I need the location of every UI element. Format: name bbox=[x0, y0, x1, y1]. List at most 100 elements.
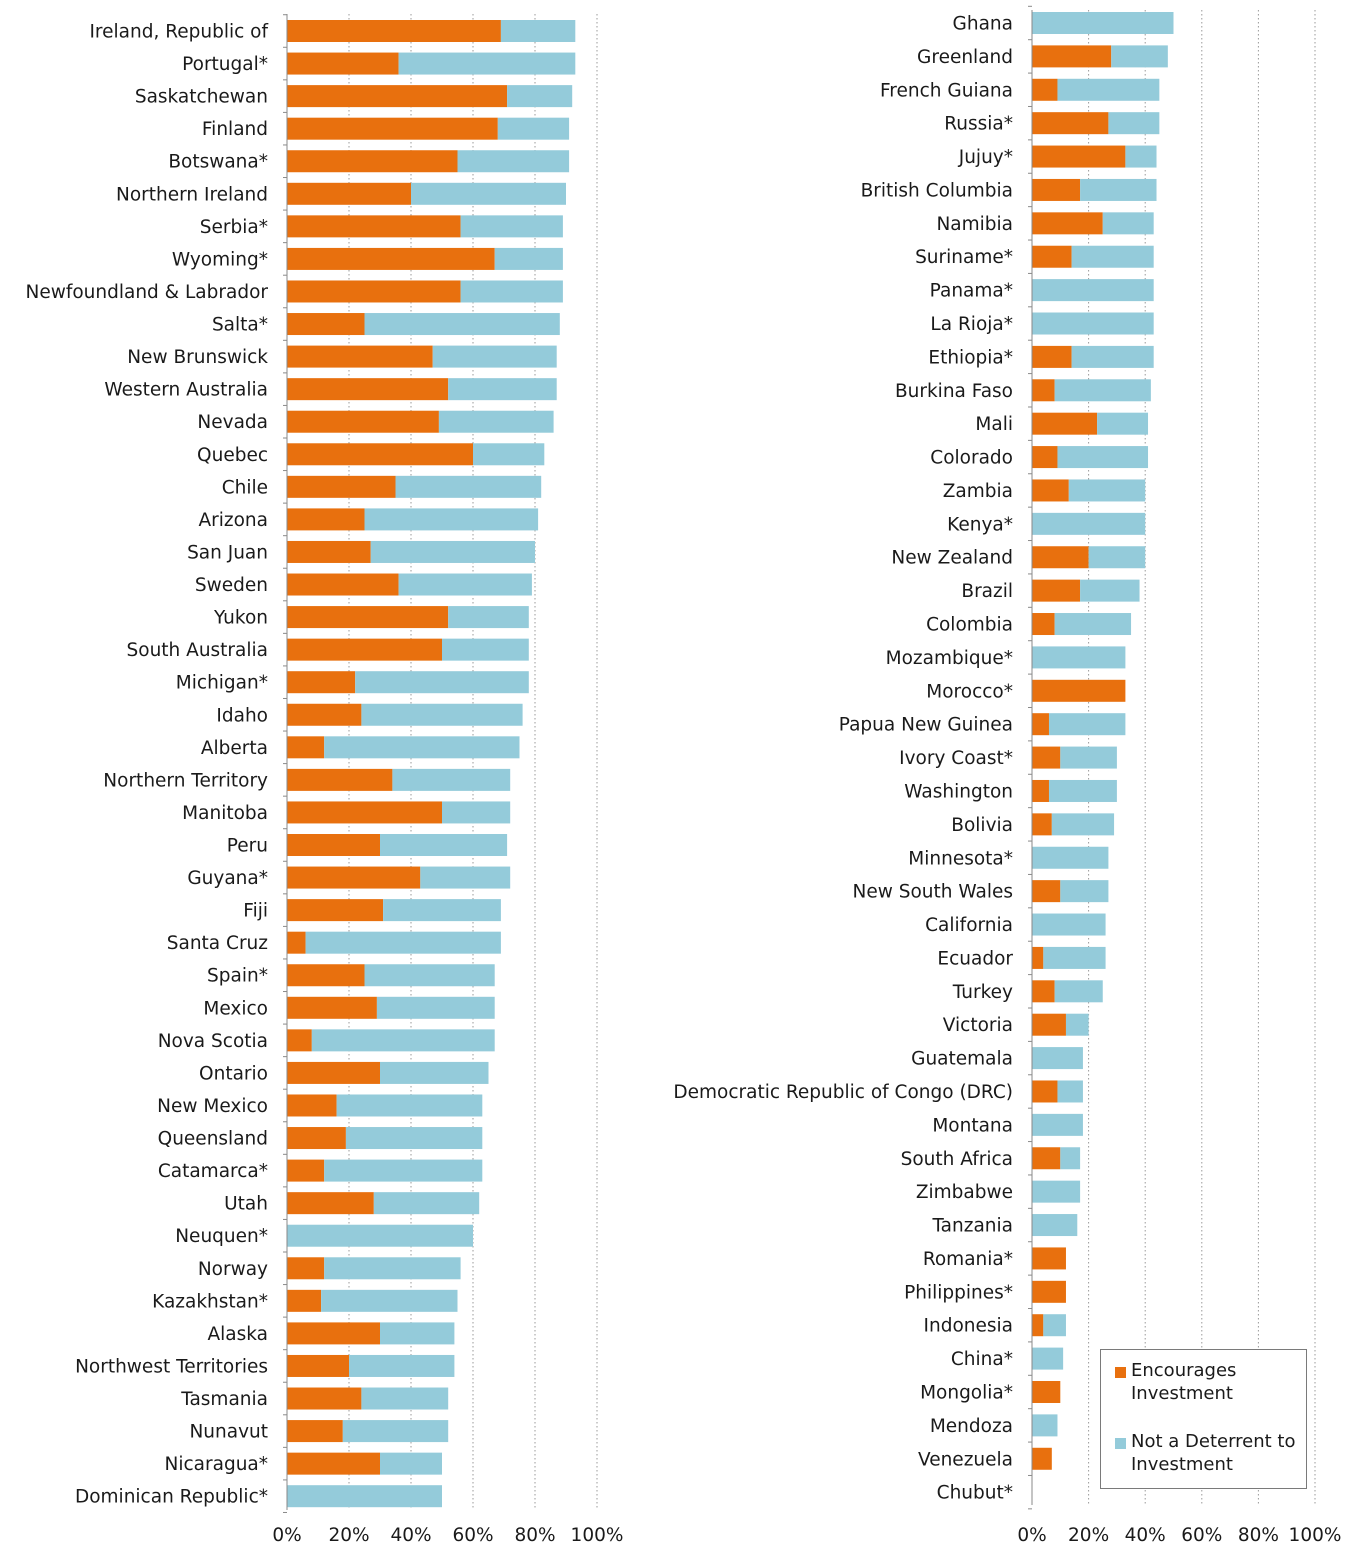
x-tick-label: 100% bbox=[1289, 1525, 1342, 1543]
category-label: Guatemala bbox=[911, 1049, 1013, 1070]
bar-not-deterrent bbox=[1080, 579, 1140, 602]
bar-not-deterrent bbox=[1065, 1013, 1089, 1036]
category-label: Portugal* bbox=[182, 54, 268, 75]
bar-not-deterrent bbox=[383, 899, 501, 922]
chart-panel-2: Ghana Greenland French Guiana Russia* Jujuy*… bbox=[673, 5, 1342, 1546]
category-label: Zimbabwe bbox=[916, 1182, 1013, 1203]
bar-encourages bbox=[1032, 78, 1058, 101]
bar-not-deterrent bbox=[324, 736, 520, 759]
category-label: Northwest Territories bbox=[75, 1356, 268, 1377]
category-label: British Columbia bbox=[861, 180, 1013, 201]
bar-not-deterrent bbox=[324, 1257, 461, 1280]
category-label: Fiji bbox=[243, 901, 268, 922]
bar-not-deterrent bbox=[345, 1127, 483, 1150]
bar-not-deterrent bbox=[1097, 412, 1149, 435]
bar-not-deterrent bbox=[1032, 1180, 1081, 1203]
bar-not-deterrent bbox=[1080, 178, 1157, 201]
bar-not-deterrent bbox=[1032, 1214, 1078, 1237]
bar-encourages bbox=[287, 1257, 325, 1280]
category-label: Russia* bbox=[944, 114, 1013, 135]
category-label: South Africa bbox=[901, 1149, 1013, 1170]
bar-not-deterrent bbox=[361, 1387, 449, 1410]
bar-not-deterrent bbox=[1043, 946, 1106, 969]
bar-not-deterrent bbox=[373, 1192, 480, 1215]
bar-encourages bbox=[287, 801, 442, 824]
bar-not-deterrent bbox=[448, 606, 529, 629]
category-label: Ireland, Republic of bbox=[89, 22, 268, 43]
bar-encourages bbox=[287, 1354, 349, 1377]
bar-not-deterrent bbox=[1088, 546, 1146, 569]
category-label: Washington bbox=[904, 781, 1013, 802]
category-label: Brazil bbox=[961, 581, 1013, 602]
category-label: Catamarca* bbox=[158, 1161, 268, 1182]
bar-encourages bbox=[287, 703, 362, 726]
category-label: Wyoming* bbox=[172, 249, 268, 270]
category-label: Burkina Faso bbox=[895, 381, 1013, 402]
category-label: New Brunswick bbox=[127, 347, 268, 368]
bar-not-deterrent bbox=[380, 834, 508, 856]
bar-not-deterrent bbox=[336, 1094, 483, 1117]
legend-label-not-deterrent: Not a Deterrent to Investment bbox=[1131, 1431, 1296, 1475]
category-label: Mongolia* bbox=[920, 1382, 1013, 1403]
bar-encourages bbox=[1032, 980, 1055, 1003]
bar-encourages bbox=[287, 182, 411, 205]
category-label: Romania* bbox=[923, 1249, 1013, 1270]
category-label: Chubut* bbox=[937, 1483, 1013, 1504]
bar-encourages bbox=[287, 540, 371, 563]
bar-encourages bbox=[1032, 1080, 1058, 1103]
bar-encourages bbox=[287, 1387, 362, 1410]
bar-not-deterrent bbox=[1060, 746, 1117, 769]
bar-encourages bbox=[1032, 379, 1055, 402]
category-label: Nevada bbox=[197, 412, 268, 433]
category-label: Tanzania bbox=[931, 1216, 1013, 1237]
bar-encourages bbox=[287, 1127, 346, 1150]
bar-not-deterrent bbox=[1125, 145, 1157, 168]
bar-not-deterrent bbox=[1068, 479, 1146, 502]
bar-encourages bbox=[1032, 178, 1081, 201]
category-label: Utah bbox=[224, 1194, 268, 1215]
bar-encourages bbox=[287, 1094, 337, 1117]
legend-label-encourages: Encourages Investment bbox=[1131, 1360, 1237, 1404]
category-label: Nicaragua* bbox=[165, 1454, 268, 1475]
category-label: Philippines* bbox=[904, 1282, 1013, 1303]
bar-not-deterrent bbox=[1057, 78, 1160, 101]
bar-encourages bbox=[1032, 813, 1052, 836]
bar-not-deterrent bbox=[1054, 980, 1103, 1003]
bar-not-deterrent bbox=[460, 215, 563, 238]
bar-not-deterrent bbox=[1108, 112, 1160, 135]
bar-encourages bbox=[1032, 1380, 1061, 1403]
category-label: Kenya* bbox=[947, 514, 1013, 535]
bar-encourages bbox=[287, 1452, 380, 1475]
bar-not-deterrent bbox=[364, 313, 560, 336]
bar-encourages bbox=[287, 117, 498, 140]
bar-not-deterrent bbox=[361, 703, 523, 726]
bar-encourages bbox=[1032, 579, 1081, 602]
bar-not-deterrent bbox=[376, 996, 495, 1019]
bar-not-deterrent bbox=[1060, 880, 1109, 903]
category-label: Papua New Guinea bbox=[839, 715, 1013, 736]
bar-not-deterrent bbox=[311, 1029, 495, 1052]
bar-encourages bbox=[287, 20, 501, 42]
bar-encourages bbox=[287, 736, 325, 759]
category-label: New South Wales bbox=[853, 882, 1013, 903]
bar-not-deterrent bbox=[355, 671, 529, 694]
bar-not-deterrent bbox=[398, 573, 532, 596]
bar-encourages bbox=[287, 410, 439, 433]
category-label: Neuquen* bbox=[175, 1226, 268, 1247]
category-label: Greenland bbox=[917, 47, 1013, 68]
bar-encourages bbox=[287, 345, 433, 368]
category-label: Turkey bbox=[952, 982, 1013, 1003]
category-label: Queensland bbox=[158, 1129, 268, 1150]
bar-not-deterrent bbox=[398, 52, 576, 75]
bar-not-deterrent bbox=[364, 508, 539, 531]
category-label: Montana bbox=[932, 1115, 1013, 1136]
category-label: Yukon bbox=[213, 608, 268, 629]
category-label: Venezuela bbox=[918, 1449, 1013, 1470]
category-label: Alaska bbox=[208, 1324, 269, 1345]
category-label: Nova Scotia bbox=[158, 1031, 268, 1052]
bar-not-deterrent bbox=[1032, 913, 1106, 936]
bar-encourages bbox=[287, 638, 442, 661]
category-label: Spain* bbox=[207, 966, 268, 987]
bar-not-deterrent bbox=[1057, 1080, 1083, 1103]
bar-not-deterrent bbox=[342, 1420, 449, 1443]
